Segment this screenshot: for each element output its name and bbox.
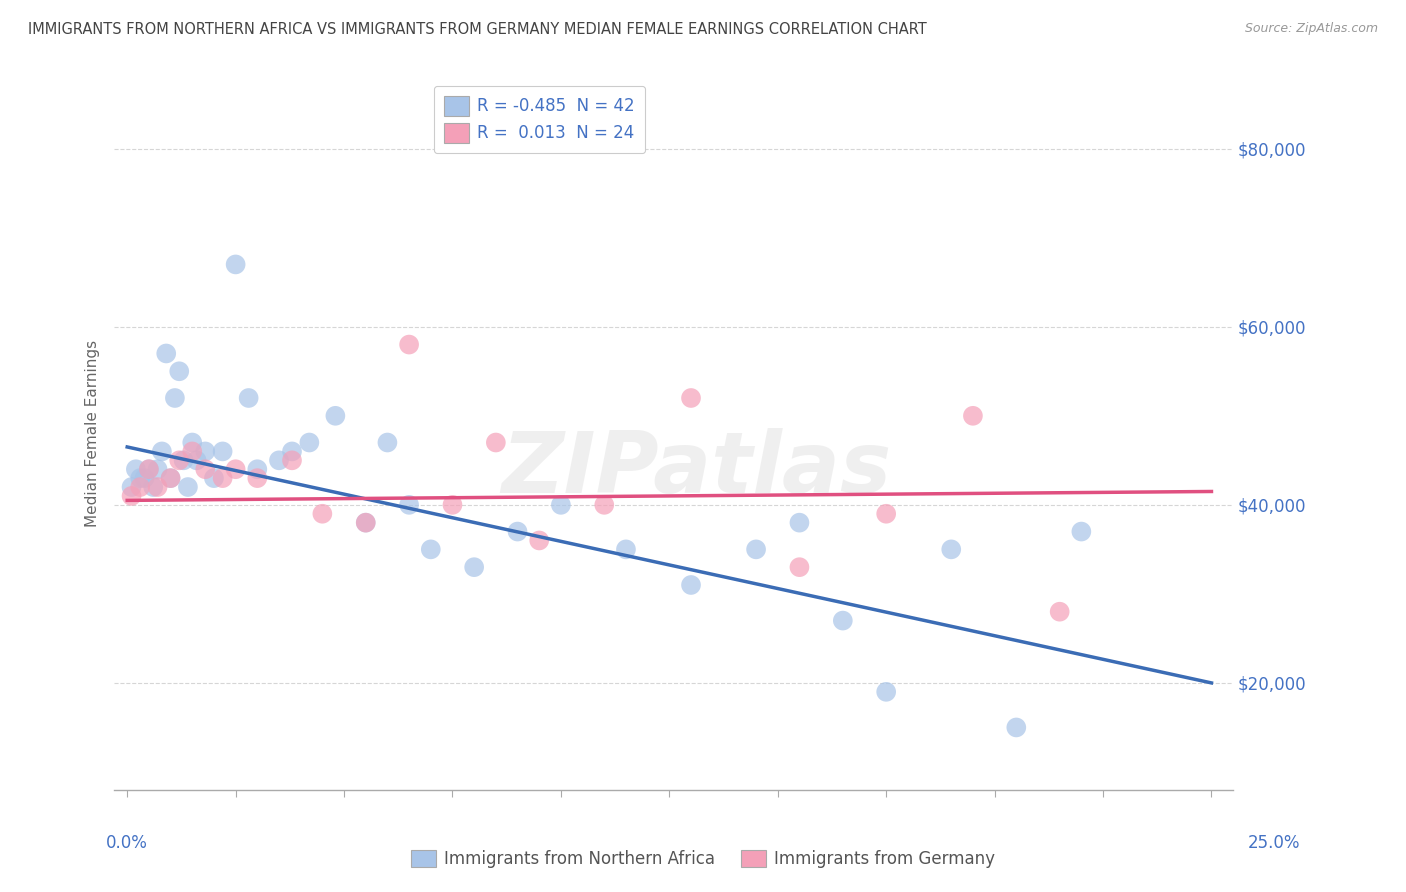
Point bbox=[463, 560, 485, 574]
Point bbox=[134, 471, 156, 485]
Point bbox=[298, 435, 321, 450]
Point bbox=[614, 542, 637, 557]
Point bbox=[121, 480, 143, 494]
Point bbox=[125, 462, 148, 476]
Point bbox=[941, 542, 963, 557]
Point bbox=[354, 516, 377, 530]
Point bbox=[146, 462, 169, 476]
Point bbox=[155, 346, 177, 360]
Point bbox=[1070, 524, 1092, 539]
Point bbox=[159, 471, 181, 485]
Point bbox=[121, 489, 143, 503]
Point bbox=[159, 471, 181, 485]
Point bbox=[281, 444, 304, 458]
Point bbox=[679, 578, 702, 592]
Point bbox=[142, 480, 165, 494]
Point bbox=[398, 498, 420, 512]
Point bbox=[138, 462, 160, 476]
Text: Source: ZipAtlas.com: Source: ZipAtlas.com bbox=[1244, 22, 1378, 36]
Text: ZIPatlas: ZIPatlas bbox=[501, 428, 891, 511]
Point bbox=[238, 391, 260, 405]
Point bbox=[181, 444, 204, 458]
Point bbox=[163, 391, 186, 405]
Point bbox=[789, 516, 811, 530]
Point bbox=[441, 498, 464, 512]
Point bbox=[194, 462, 217, 476]
Point bbox=[311, 507, 333, 521]
Point bbox=[146, 480, 169, 494]
Point bbox=[186, 453, 208, 467]
Point bbox=[167, 364, 190, 378]
Text: IMMIGRANTS FROM NORTHERN AFRICA VS IMMIGRANTS FROM GERMANY MEDIAN FEMALE EARNING: IMMIGRANTS FROM NORTHERN AFRICA VS IMMIG… bbox=[28, 22, 927, 37]
Point bbox=[419, 542, 441, 557]
Point bbox=[354, 516, 377, 530]
Point bbox=[150, 444, 173, 458]
Point bbox=[194, 444, 217, 458]
Point bbox=[398, 337, 420, 351]
Y-axis label: Median Female Earnings: Median Female Earnings bbox=[86, 340, 100, 527]
Point bbox=[593, 498, 616, 512]
Point bbox=[129, 480, 152, 494]
Point bbox=[875, 685, 897, 699]
Point bbox=[485, 435, 508, 450]
Point bbox=[506, 524, 529, 539]
Point bbox=[267, 453, 290, 467]
Point bbox=[246, 471, 269, 485]
Point bbox=[211, 471, 233, 485]
Point bbox=[202, 471, 225, 485]
Point bbox=[177, 480, 200, 494]
Point bbox=[167, 453, 190, 467]
Point bbox=[325, 409, 347, 423]
Point bbox=[246, 462, 269, 476]
Point bbox=[138, 462, 160, 476]
Text: 0.0%: 0.0% bbox=[105, 834, 148, 852]
Point bbox=[529, 533, 551, 548]
Point bbox=[281, 453, 304, 467]
Point bbox=[1005, 721, 1028, 735]
Point bbox=[225, 462, 247, 476]
Point bbox=[211, 444, 233, 458]
Point bbox=[550, 498, 572, 512]
Point bbox=[875, 507, 897, 521]
Point bbox=[962, 409, 984, 423]
Point bbox=[377, 435, 399, 450]
Point bbox=[129, 471, 152, 485]
Point bbox=[1049, 605, 1071, 619]
Text: 25.0%: 25.0% bbox=[1249, 834, 1301, 852]
Point bbox=[679, 391, 702, 405]
Legend: Immigrants from Northern Africa, Immigrants from Germany: Immigrants from Northern Africa, Immigra… bbox=[405, 843, 1001, 875]
Legend: R = -0.485  N = 42, R =  0.013  N = 24: R = -0.485 N = 42, R = 0.013 N = 24 bbox=[434, 86, 645, 153]
Point bbox=[789, 560, 811, 574]
Point bbox=[173, 453, 195, 467]
Point bbox=[831, 614, 853, 628]
Point bbox=[181, 435, 204, 450]
Point bbox=[225, 257, 247, 271]
Point bbox=[745, 542, 768, 557]
